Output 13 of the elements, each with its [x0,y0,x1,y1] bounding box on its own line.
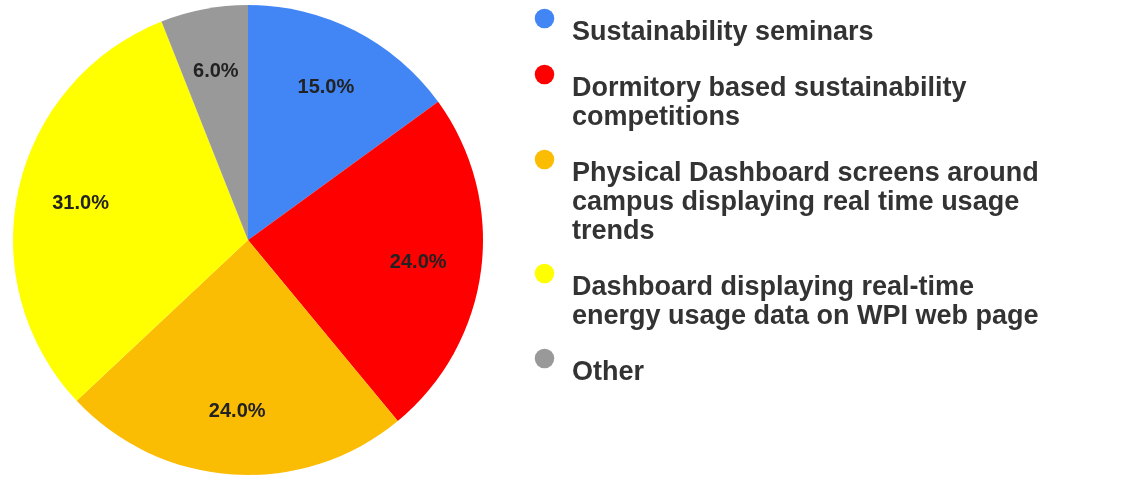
data-label: 31.0% [52,190,110,213]
legend-label: Dormitory based sustainability competitions [572,71,967,131]
pie-slice [13,21,248,401]
pie-slice [161,5,248,240]
legend-label: Sustainability seminars [572,15,874,46]
legend-label: Dashboard displaying real-time energy usage data on WPI web page [572,270,1039,330]
data-label: 24.0% [389,249,447,272]
data-label: 6.0% [193,59,239,82]
legend-label: Other [572,355,645,386]
legend-label: Physical Dashboard screens around campus displaying real time usage trends [572,156,1039,245]
pie-slice [248,5,439,240]
data-label: 24.0% [208,399,266,422]
data-label: 15.0% [297,75,355,98]
